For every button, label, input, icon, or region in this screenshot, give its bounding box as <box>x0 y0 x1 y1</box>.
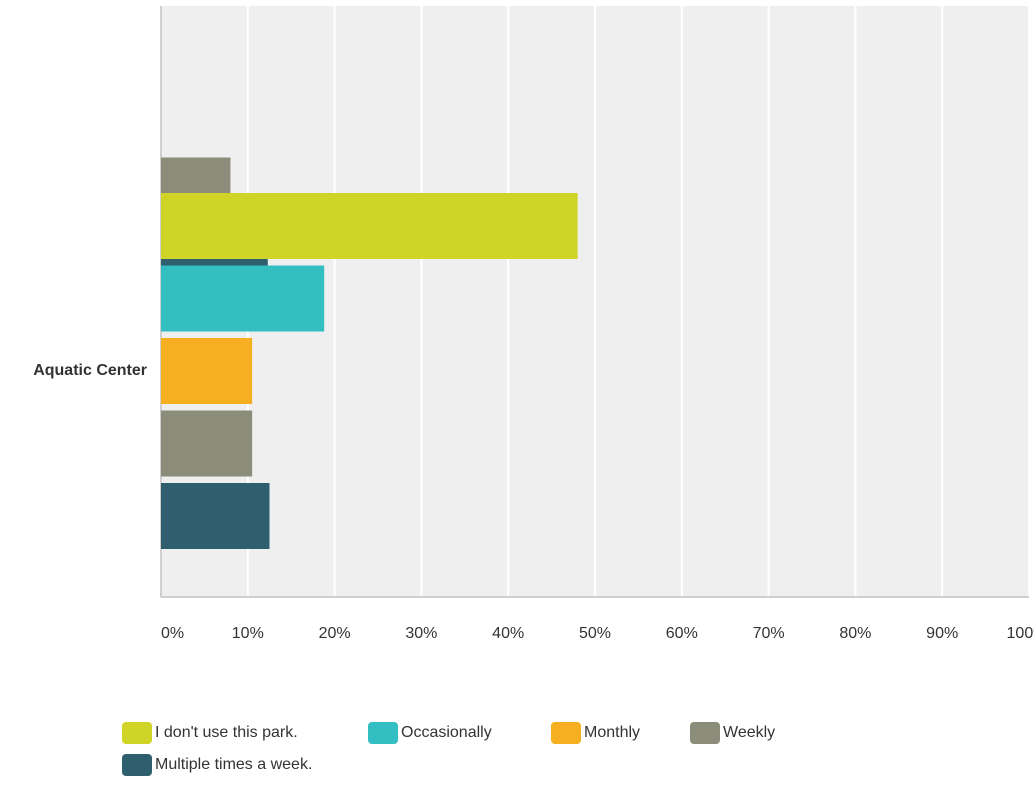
legend-swatch-1 <box>368 722 398 744</box>
legend-swatch-0 <box>122 722 152 744</box>
bar <box>161 410 253 477</box>
legend-label-0: I don't use this park. <box>155 724 298 741</box>
legend-item-3: Weekly <box>690 722 775 744</box>
bar <box>161 265 325 332</box>
x-tick-label: 90% <box>926 625 958 642</box>
x-tick-label: 50% <box>579 625 611 642</box>
bar <box>161 193 578 259</box>
x-tick-label: 10% <box>232 625 264 642</box>
legend-label-3: Weekly <box>723 724 776 741</box>
legend-label-2: Monthly <box>584 724 641 741</box>
legend-item-0: I don't use this park. <box>122 722 298 744</box>
x-tick-label: 0% <box>161 625 184 642</box>
x-tick-label: 100% <box>1007 625 1034 642</box>
x-tick-label: 40% <box>492 625 524 642</box>
legend-swatch-2 <box>551 722 581 744</box>
category-label: Aquatic Center <box>33 362 147 379</box>
bar <box>161 483 270 549</box>
legend-swatch-4 <box>122 754 152 776</box>
x-tick-label: 60% <box>666 625 698 642</box>
x-tick-label: 70% <box>753 625 785 642</box>
legend-label-4: Multiple times a week. <box>155 756 313 773</box>
legend-item-4: Multiple times a week. <box>122 754 312 776</box>
x-tick-label: 30% <box>405 625 437 642</box>
top-mask <box>0 0 1034 6</box>
x-tick-label: 20% <box>319 625 351 642</box>
legend-item-2: Monthly <box>551 722 640 744</box>
legend-label-1: Occasionally <box>401 724 492 741</box>
x-tick-label: 80% <box>839 625 871 642</box>
legend-item-1: Occasionally <box>368 722 492 744</box>
legend-swatch-3 <box>690 722 720 744</box>
bar <box>161 338 253 404</box>
